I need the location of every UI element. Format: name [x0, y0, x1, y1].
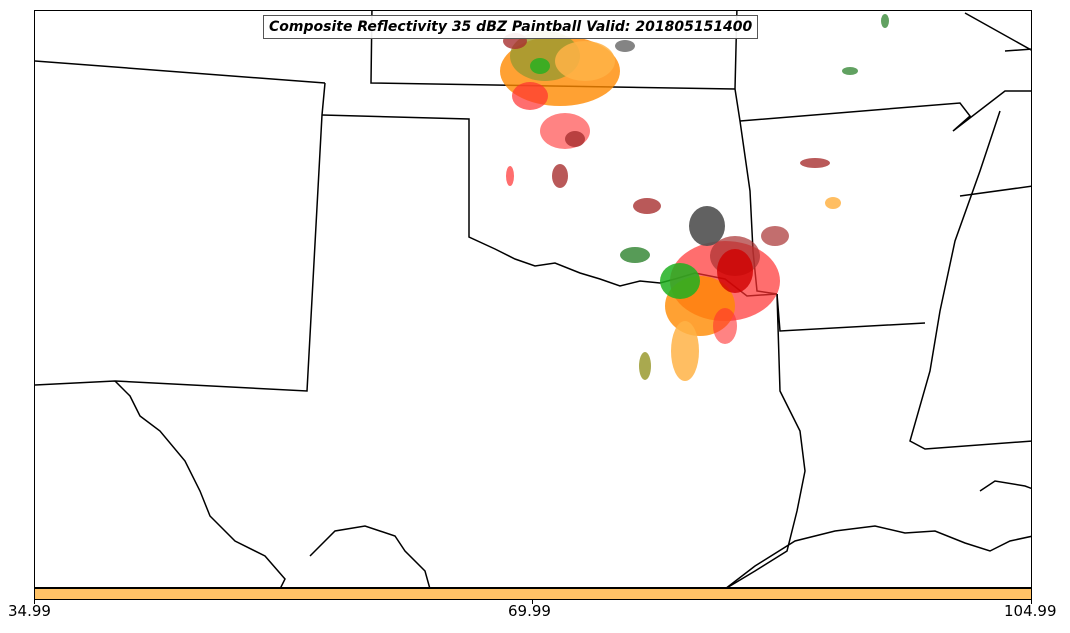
blob-light-orange: [671, 321, 699, 381]
gulf-coast: [726, 525, 1031, 587]
blob-dark-red: [552, 164, 568, 188]
blob-red: [717, 249, 753, 293]
blob-dark-red: [761, 226, 789, 246]
blob-red: [512, 82, 548, 110]
blob-gray: [689, 206, 725, 246]
colorbar-tick-label-max: 104.99: [1004, 602, 1057, 620]
border-co-nm: [35, 60, 326, 84]
reflectivity-blobs: [500, 14, 889, 381]
blob-light-orange: [555, 41, 615, 81]
blob-dark-green: [620, 247, 650, 263]
blob-olive: [639, 352, 651, 380]
map-title: Composite Reflectivity 35 dBZ Paintball …: [263, 15, 759, 39]
border-ms-river: [909, 110, 1031, 450]
blob-green: [530, 58, 550, 74]
colorbar: [34, 588, 1032, 600]
coast-detail: [309, 525, 431, 587]
border-nm-east: [35, 82, 326, 392]
border-tx-south: [114, 380, 286, 587]
blob-dark-red: [800, 158, 830, 168]
blob-dark-green: [842, 67, 858, 75]
map-svg: [35, 11, 1031, 587]
colorbar-tick: [1031, 600, 1032, 604]
colorbar-tick: [532, 600, 533, 604]
state-borders: [35, 11, 1031, 587]
border-mo-ar-top: [739, 90, 1031, 132]
blob-red: [506, 166, 514, 186]
blob-dark-red: [633, 198, 661, 214]
colorbar-tick-label-mid: 69.99: [508, 602, 551, 620]
blob-light-orange: [825, 197, 841, 209]
blob-dark-red: [565, 131, 585, 147]
border-ar-la: [776, 293, 926, 332]
blob-red: [713, 308, 737, 344]
blob-green: [660, 263, 700, 299]
blob-dark-green: [881, 14, 889, 28]
blob-gray: [615, 40, 635, 52]
colorbar-tick: [34, 600, 35, 604]
border-tx-la: [726, 293, 806, 587]
colorbar-tick-label-min: 34.99: [8, 602, 51, 620]
coast-east: [979, 480, 1031, 492]
border-ky: [964, 12, 1031, 52]
map-panel: [34, 10, 1032, 588]
border-tn: [959, 185, 1031, 197]
